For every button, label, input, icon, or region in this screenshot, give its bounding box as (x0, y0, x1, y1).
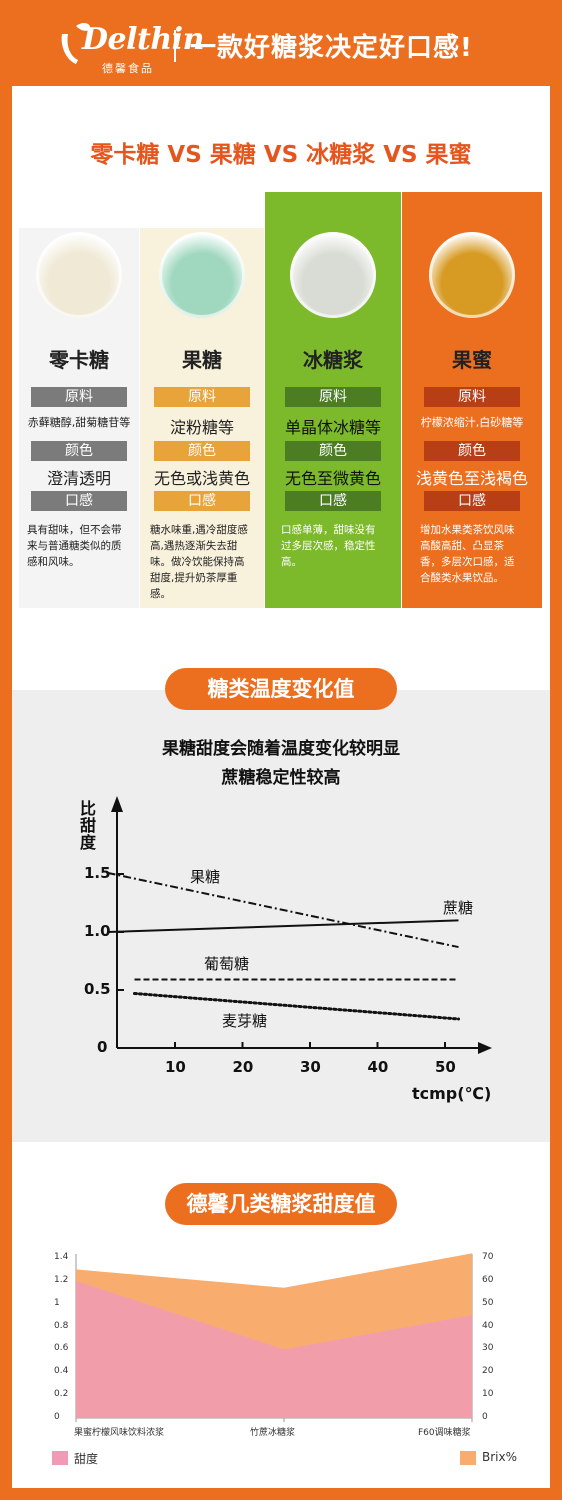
left-tick-label: 1.4 (54, 1252, 69, 1262)
taste-label: 口感 (285, 491, 381, 511)
category-label: 竹蔗冰糖浆 (250, 1428, 296, 1438)
legend-swatch-brix (460, 1451, 476, 1465)
color-label: 颜色 (154, 441, 250, 461)
header-bar: Delthin 德馨食品 一款好糖浆决定好口感! (0, 0, 562, 86)
y-axis-title: 比甜度 (80, 799, 97, 852)
series-label: 果糖 (190, 868, 221, 886)
header-divider (174, 30, 176, 62)
leaf-logo-icon (61, 23, 91, 64)
series-label: 麦芽糖 (222, 1012, 268, 1030)
sugar-name: 冰糖浆 (303, 348, 363, 372)
color-value: 浅黄色至浅褐色 (415, 469, 528, 488)
ingredient-value: 赤藓糖醇,甜菊糖苷等 (27, 416, 131, 429)
legend-label-sweetness: 甜度 (74, 1452, 99, 1466)
taste-label: 口感 (31, 491, 127, 511)
taste-description: 糖水味重,遇冷甜度感高,遇热逐渐失去甜味。做冷饮能保持高甜度,提升奶茶厚重感。 (150, 524, 248, 600)
ingredient-label: 原料 (154, 387, 250, 407)
sugar-name: 果糖 (182, 348, 222, 372)
ingredient-value: 柠檬浓缩汁,白砂糖等 (420, 416, 524, 429)
left-tick-label: 0 (54, 1412, 60, 1422)
right-tick-label: 60 (482, 1274, 494, 1285)
compare-column: 果蜜原料颜色口感 柠檬浓缩汁,白砂糖等浅黄色至浅褐色增加水果类茶饮风味高酸高甜、凸… (402, 192, 542, 608)
left-tick-label: 0.8 (54, 1320, 69, 1331)
compare-title: 零卡糖 VS 果糖 VS 冰糖浆 VS 果蜜 (90, 142, 472, 168)
temperature-title: 糖类温度变化值 (165, 668, 397, 710)
left-tick-label: 1.2 (54, 1274, 69, 1285)
ingredient-value: 淀粉糖等 (169, 418, 234, 437)
taste-label: 口感 (424, 491, 520, 511)
series-label: 蔗糖 (443, 899, 474, 917)
y-tick-label: 1.0 (84, 922, 111, 940)
x-tick-label: 20 (232, 1058, 254, 1076)
x-tick-label: 50 (435, 1058, 456, 1076)
taste-label: 口感 (154, 491, 250, 511)
brand-logo: Delthin (82, 22, 204, 57)
compare-column: 零卡糖原料颜色口感 赤藓糖醇,甜菊糖苷等澄清透明具有甜味，但不会带来与普通糖类似的… (19, 228, 139, 608)
y-tick-label: 1.5 (84, 864, 111, 882)
sugar-photo (159, 232, 245, 318)
right-tick-label: 10 (482, 1389, 494, 1400)
sweetness-title: 德馨几类糖浆甜度值 (165, 1183, 397, 1225)
series-line (133, 991, 460, 1021)
taste-description: 具有甜味，但不会带来与普通糖类似的质感和风味。 (27, 524, 122, 568)
x-tick-label: 10 (165, 1058, 186, 1076)
legend-label-brix: Brix% (482, 1450, 518, 1464)
category-label: F60调味糖浆 (418, 1428, 471, 1438)
temperature-subtitle-2: 蔗糖稳定性较高 (221, 768, 341, 788)
x-tick-label: 40 (367, 1058, 389, 1076)
left-tick-label: 1 (54, 1297, 60, 1308)
left-tick-label: 0.2 (54, 1389, 69, 1400)
left-tick-label: 0.4 (54, 1366, 69, 1377)
temperature-section (12, 690, 550, 1142)
series-line (107, 919, 459, 933)
x-axis-title: tcmp(℃) (412, 1084, 492, 1103)
temperature-subtitle-1: 果糖甜度会随着温度变化较明显 (162, 739, 400, 759)
color-label: 颜色 (424, 441, 520, 461)
sugar-name: 零卡糖 (49, 348, 109, 372)
y-tick-label: 0.5 (84, 980, 111, 998)
sugar-photo (429, 232, 515, 318)
taste-description: 增加水果类茶饮风味高酸高甜、凸显茶香，多层次口感，适合酸类水果饮品。 (420, 524, 515, 584)
category-label: 果蜜柠檬风味饮料浓浆 (74, 1428, 165, 1438)
right-tick-label: 0 (482, 1412, 488, 1422)
series-label: 葡萄糖 (204, 955, 250, 973)
color-value: 澄清透明 (46, 469, 111, 488)
color-value: 无色或浅黄色 (153, 469, 250, 488)
legend-swatch-sweetness (52, 1451, 68, 1465)
taste-description: 口感单薄，甜味没有过多层次感，稳定性高。 (281, 524, 376, 568)
ingredient-label: 原料 (285, 387, 381, 407)
x-tick-label: 30 (300, 1058, 321, 1076)
left-tick-label: 0.6 (54, 1343, 69, 1354)
ingredient-label: 原料 (424, 387, 520, 407)
header-slogan: 一款好糖浆决定好口感! (190, 33, 473, 63)
y-tick-label: 0 (97, 1038, 108, 1056)
color-value: 无色至微黄色 (284, 469, 381, 488)
y-axis-arrow (111, 796, 123, 812)
sugar-photo (36, 232, 122, 318)
color-label: 颜色 (285, 441, 381, 461)
x-axis-arrow (478, 1042, 492, 1054)
sugar-photo (290, 232, 376, 318)
sweetness-area (76, 1280, 472, 1418)
sugar-name: 果蜜 (452, 348, 492, 372)
color-label: 颜色 (31, 441, 127, 461)
right-tick-label: 30 (482, 1343, 494, 1354)
compare-column: 冰糖浆原料颜色口感 单晶体冰糖等 无色至微黄色口感单薄，甜味没有过多层次感，稳定性高… (265, 192, 401, 608)
right-tick-label: 50 (482, 1297, 494, 1308)
ingredient-label: 原料 (31, 387, 127, 407)
right-tick-label: 70 (482, 1252, 494, 1262)
right-tick-label: 20 (482, 1366, 494, 1377)
compare-column: 果糖原料颜色口感 淀粉糖等无色或浅黄色糖水味重,遇冷甜度感高,遇热逐渐失去甜味。做… (140, 228, 264, 608)
brand-subtitle: 德馨食品 (102, 62, 154, 75)
right-tick-label: 40 (482, 1320, 494, 1331)
series-line (107, 871, 459, 949)
ingredient-value: 单晶体冰糖等 (284, 418, 381, 437)
